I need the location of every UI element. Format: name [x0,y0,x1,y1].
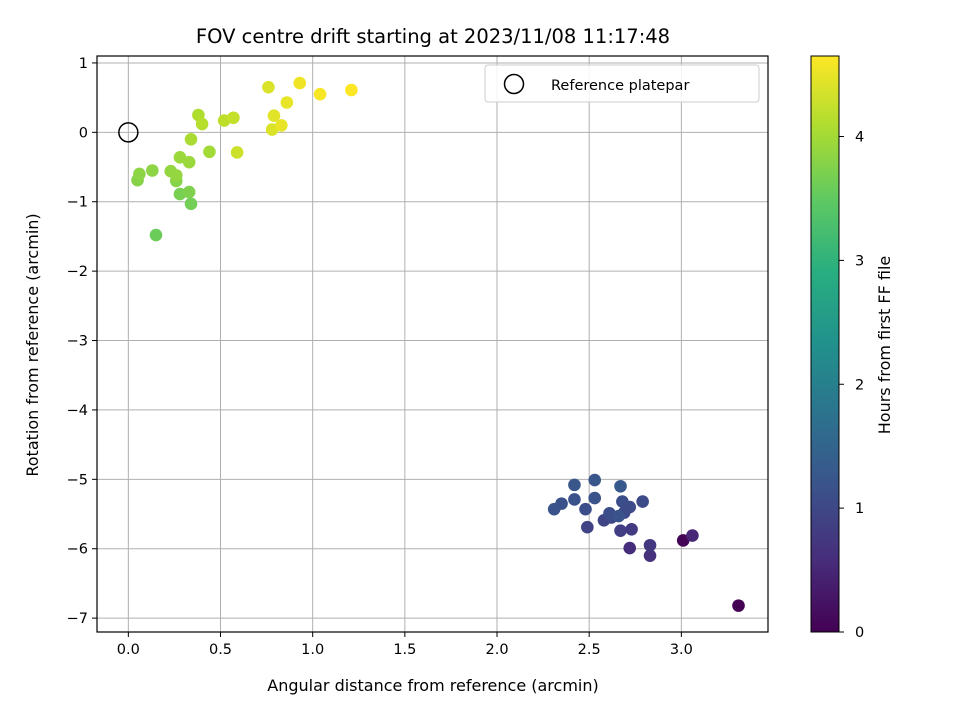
data-point [581,520,594,534]
data-point [169,169,183,182]
legend-marker [503,73,525,95]
data-point [146,164,159,177]
data-points [131,76,745,612]
data-point [182,155,196,169]
data-point [614,479,627,493]
data-point [149,228,163,242]
data-point [230,146,244,159]
data-point [173,151,187,164]
x-tick-label: 1.0 [301,642,324,658]
data-point [547,502,561,516]
data-point [203,145,216,159]
data-point [184,132,198,146]
legend-box [484,64,760,103]
colorbar [810,55,840,633]
data-point [227,111,240,125]
data-point [275,119,288,132]
colorbar-tick-label: 0 [855,625,864,641]
data-point [588,473,602,487]
data-point [686,529,699,542]
reference-platepar-marker [118,122,139,143]
x-tick-label: 3.0 [670,642,693,658]
colorbar-tick-label: 1 [855,501,864,517]
legend-entry-reference: Reference platepar [551,78,689,94]
y-tick-label: −1 [67,195,88,211]
x-tick-label: 2.5 [578,642,601,658]
colorbar-label: Hours from first FF file [875,256,894,435]
x-axis-label: Angular distance from reference (arcmin) [267,676,598,695]
colorbar-ticks: 0 1 2 3 4 [839,130,864,641]
data-point [643,538,657,552]
data-point [313,87,327,101]
data-point [636,495,649,508]
data-point [623,541,637,555]
data-point [732,599,745,612]
data-point [133,167,146,181]
x-tick-label: 0.0 [117,642,140,658]
data-point [182,185,196,199]
data-point [676,534,690,547]
y-tick-label: −7 [67,611,88,627]
legend: Reference platepar [484,64,760,103]
data-point [614,524,627,537]
y-tick-label: 0 [79,125,88,141]
data-point [643,549,657,562]
x-tick-label: 2.0 [485,642,508,658]
y-tick-label: −4 [67,403,88,419]
colorbar-tick-label: 3 [855,253,864,269]
data-point [345,83,358,97]
data-point [625,522,638,536]
data-point [612,509,625,523]
data-point [616,495,629,508]
y-axis-ticks: 1 0 −1 −2 −3 −4 −5 −6 −7 [67,56,97,627]
data-point [579,502,592,516]
plot-frame [96,55,769,633]
data-point [568,493,581,506]
data-point [262,80,275,94]
y-axis-label: Rotation from reference (arcmin) [23,213,42,476]
grid-lines [97,56,768,632]
data-point [280,96,294,109]
data-point [588,491,602,505]
x-tick-label: 1.5 [393,642,416,658]
x-axis-ticks: 0.0 0.5 1.0 1.5 2.0 2.5 3.0 [117,632,693,658]
chart-title: FOV centre drift starting at 2023/11/08 … [196,25,670,48]
y-tick-label: −5 [67,472,88,488]
data-point [568,478,581,492]
y-tick-label: −6 [67,542,88,558]
data-point [293,76,307,90]
y-tick-label: 1 [79,56,88,72]
colorbar-tick-label: 4 [855,130,864,146]
y-tick-label: −2 [67,264,88,280]
colorbar-tick-label: 2 [855,377,864,393]
data-point [195,117,209,131]
x-tick-label: 0.5 [209,642,232,658]
data-point [267,109,281,122]
data-point [184,197,198,211]
y-tick-label: −3 [67,334,88,350]
